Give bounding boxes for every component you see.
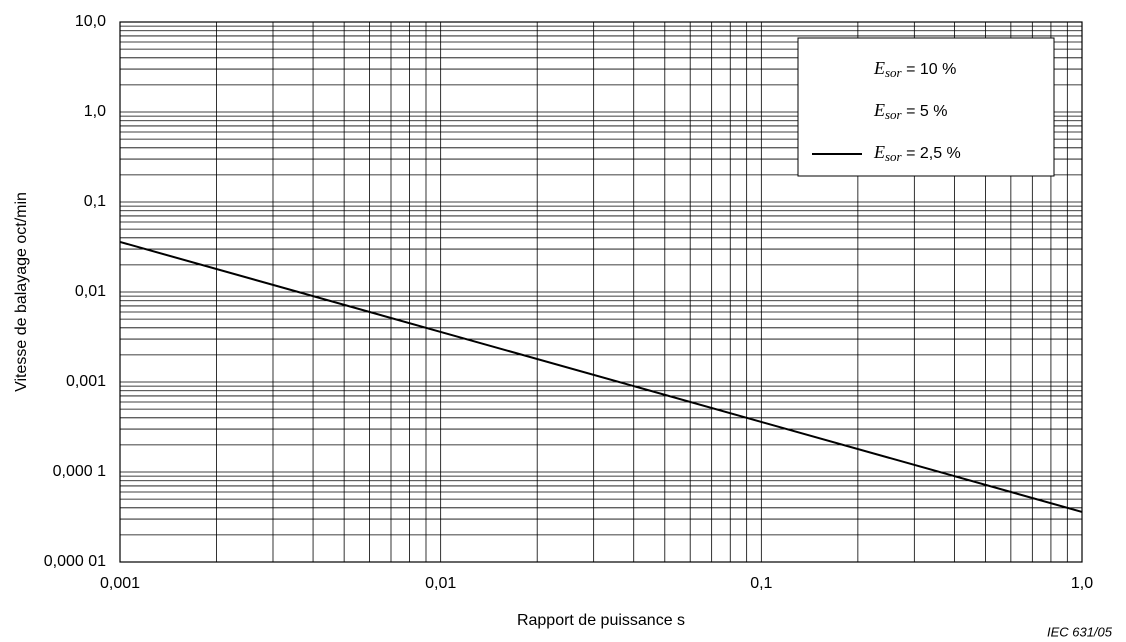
y-tick-label: 10,0 bbox=[75, 13, 106, 30]
legend-entry: Esor = 5 % bbox=[873, 100, 947, 122]
credit: IEC 631/05 bbox=[1047, 624, 1113, 639]
y-tick-label: 0,01 bbox=[75, 283, 106, 300]
x-tick-label: 1,0 bbox=[1071, 575, 1093, 592]
x-tick-label: 0,1 bbox=[750, 575, 772, 592]
data-line bbox=[119, 240, 1083, 513]
plot-frame bbox=[119, 21, 1083, 563]
x-tick-label: 0,001 bbox=[100, 575, 140, 592]
y-tick-label: 1,0 bbox=[84, 103, 106, 120]
x-axis-label: Rapport de puissance s bbox=[517, 612, 685, 629]
legend-entry: Esor = 2,5 % bbox=[873, 142, 961, 164]
legend-entry: Esor = 10 % bbox=[873, 58, 956, 80]
y-tick-label: 0,001 bbox=[66, 373, 106, 390]
y-tick-label: 0,1 bbox=[84, 193, 106, 210]
y-tick-label: 0,000 1 bbox=[53, 463, 106, 480]
y-axis-label: Vitesse de balayage oct/min bbox=[13, 192, 30, 392]
x-tick-label: 0,01 bbox=[425, 575, 456, 592]
y-tick-label: 0,000 01 bbox=[44, 553, 106, 570]
